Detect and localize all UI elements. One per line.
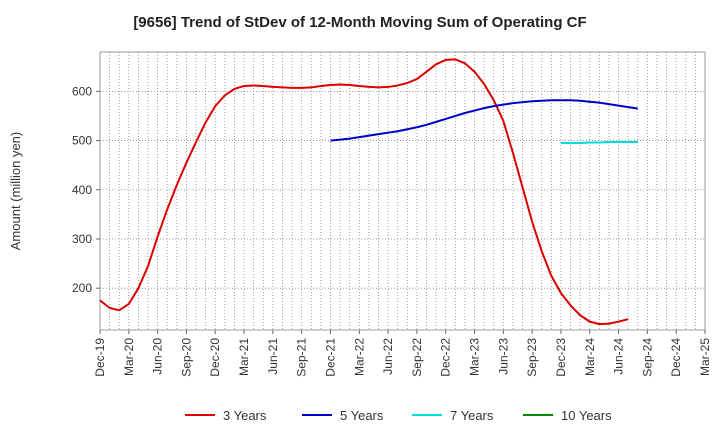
- x-tick-label: Sep-22: [410, 338, 424, 377]
- y-tick-label: 600: [72, 84, 92, 98]
- x-tick-label: Sep-24: [640, 338, 654, 377]
- x-tick-label: Sep-23: [525, 338, 539, 377]
- x-tick-label: Sep-21: [295, 338, 309, 377]
- x-tick-label: Jun-22: [381, 338, 395, 375]
- x-tick-label: Mar-22: [352, 338, 366, 376]
- legend: 3 Years 5 Years 7 Years 10 Years: [185, 408, 612, 423]
- x-tick-label: Jun-20: [151, 338, 165, 375]
- x-tick-label: Jun-21: [266, 338, 280, 375]
- x-tick-label: Mar-25: [698, 338, 712, 376]
- y-tick-label: 200: [72, 281, 92, 295]
- x-tick-label: Dec-22: [439, 338, 453, 377]
- y-tick-label: 300: [72, 232, 92, 246]
- x-tick-label: Mar-21: [237, 338, 251, 376]
- chart-title: [9656] Trend of StDev of 12-Month Moving…: [133, 14, 586, 31]
- x-tick-label: Mar-23: [468, 338, 482, 376]
- x-tick-label: Dec-19: [93, 338, 107, 377]
- x-axis: Dec-19 Mar-20 Jun-20 Sep-20 Dec-20 Mar-21 Jun-…: [93, 330, 712, 377]
- grid: [100, 52, 705, 330]
- plot-frame: [99, 51, 706, 331]
- x-tick-label: Dec-23: [554, 338, 568, 377]
- series-layer: [99, 58, 638, 326]
- legend-label-10-years: 10 Years: [561, 408, 612, 423]
- y-tick-label: 500: [72, 134, 92, 148]
- x-tick-label: Mar-24: [583, 338, 597, 376]
- y-axis-title: Amount (million yen): [8, 132, 23, 251]
- x-tick-label: Dec-21: [323, 338, 337, 377]
- x-tick-label: Dec-20: [208, 338, 222, 377]
- series-line-3-years: [99, 58, 629, 326]
- x-tick-label: Jun-23: [496, 338, 510, 375]
- legend-label-7-years: 7 Years: [450, 408, 494, 423]
- legend-label-5-years: 5 Years: [340, 408, 384, 423]
- x-tick-label: Dec-24: [669, 338, 683, 377]
- x-tick-label: Mar-20: [122, 338, 136, 376]
- y-tick-label: 400: [72, 183, 92, 197]
- y-axis: 200 300 400 500 600: [72, 84, 100, 295]
- series-line-7-years: [560, 141, 638, 145]
- x-tick-label: Sep-20: [179, 338, 193, 377]
- x-tick-label: Jun-24: [612, 338, 626, 375]
- series-line-5-years: [330, 99, 638, 142]
- legend-label-3-years: 3 Years: [223, 408, 267, 423]
